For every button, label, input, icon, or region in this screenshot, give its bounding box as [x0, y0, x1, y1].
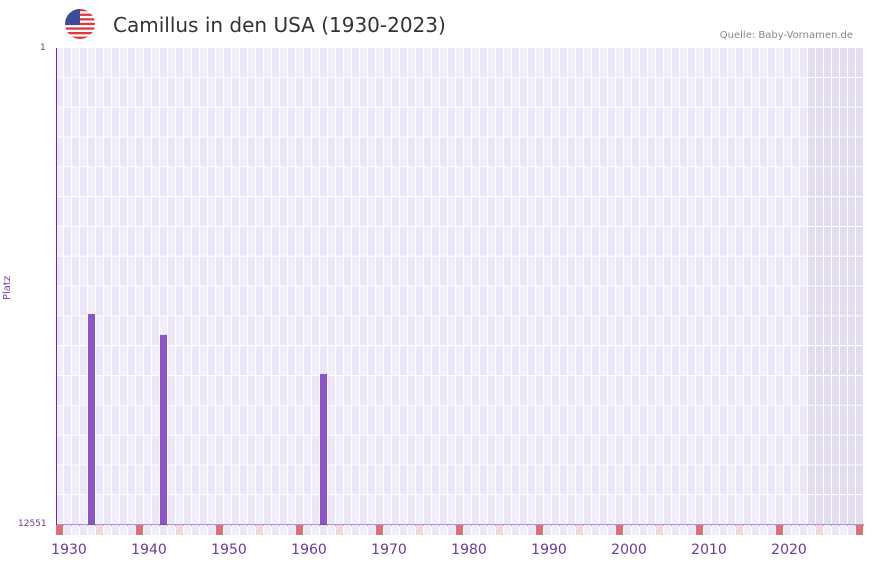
x-tick-2010: 2010 [691, 542, 727, 558]
x-tick-1990: 1990 [531, 542, 567, 558]
x-tick-1940: 1940 [131, 542, 167, 558]
x-tick-1960: 1960 [291, 542, 327, 558]
y-axis-title: Platz [2, 275, 13, 300]
x-tick-2000: 2000 [611, 542, 647, 558]
chart-title: Camillus in den USA (1930-2023) [113, 13, 446, 37]
bar-1941 [160, 334, 167, 525]
x-tick-1950: 1950 [211, 542, 247, 558]
bar-1961 [320, 374, 327, 525]
bar-1932 [88, 314, 95, 525]
y-axis-top-label: 1 [40, 43, 46, 53]
source-label: Quelle: Baby-Vornamen.de [719, 30, 853, 41]
chart-plot-area [56, 48, 864, 526]
x-tick-1980: 1980 [451, 542, 487, 558]
x-tick-1930: 1930 [51, 542, 87, 558]
us-flag-icon [65, 9, 95, 39]
y-axis-bottom-label: 12551 [18, 519, 47, 529]
x-tick-2020: 2020 [771, 542, 807, 558]
x-tick-1970: 1970 [371, 542, 407, 558]
year-marker-strip [56, 525, 863, 535]
